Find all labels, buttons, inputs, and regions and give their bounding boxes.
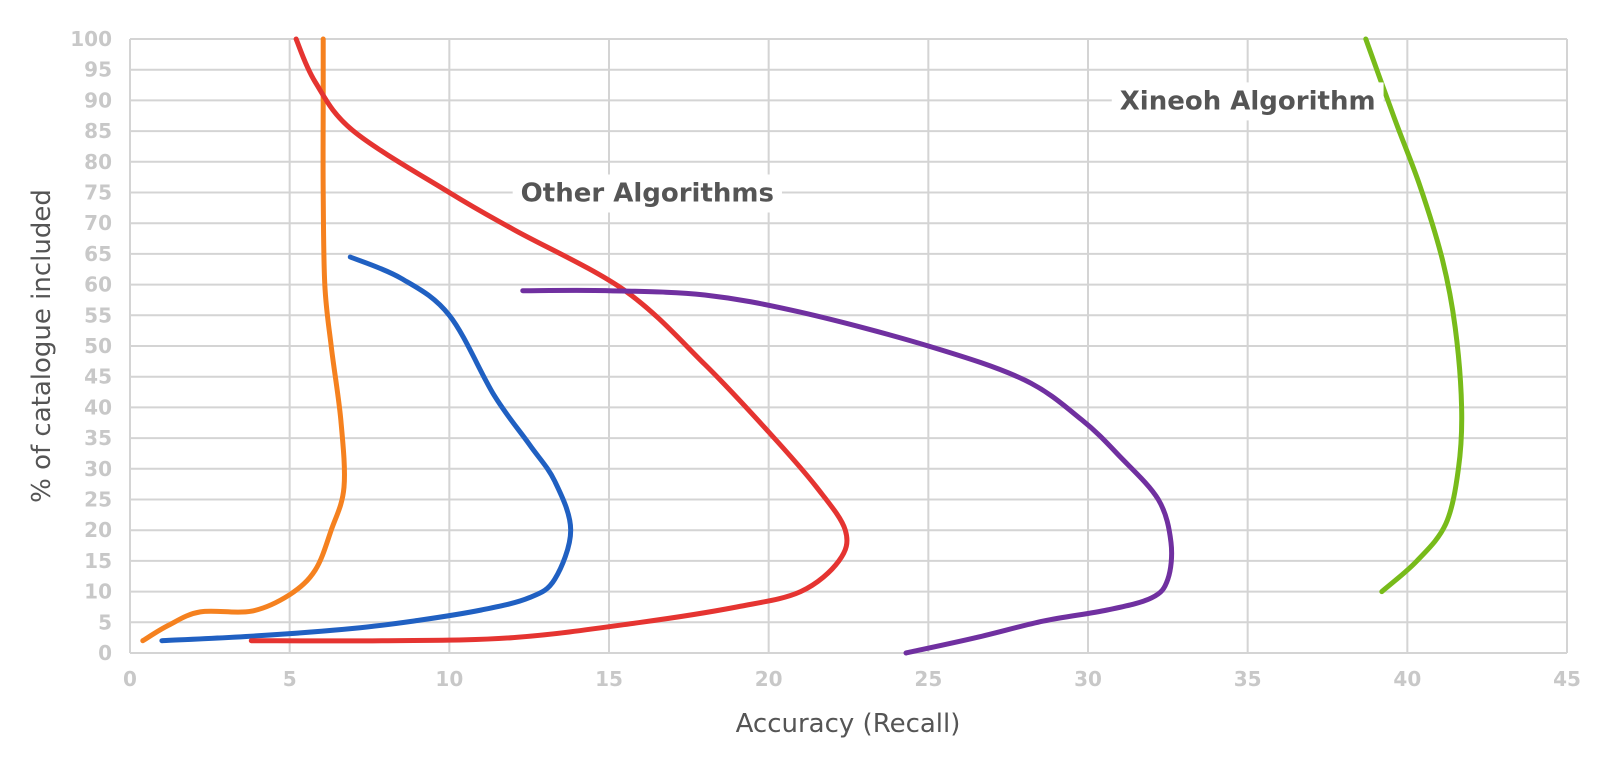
x-tick-label: 0 — [123, 667, 137, 691]
series-line-2 — [159, 254, 574, 644]
series-lines — [140, 36, 1465, 656]
x-tick-label: 25 — [914, 667, 942, 691]
annotation-background — [512, 174, 782, 213]
x-tick-label: 5 — [283, 667, 297, 691]
x-axis-title: Accuracy (Recall) — [736, 709, 961, 739]
y-tick-label: 75 — [84, 181, 112, 205]
y-tick-label: 35 — [84, 426, 112, 450]
y-tick-label: 0 — [98, 641, 112, 665]
x-tick-label: 35 — [1234, 667, 1262, 691]
x-axis-ticks: 0 5 10 15 20 25 30 35 40 45 — [123, 667, 1581, 691]
x-tick-label: 45 — [1553, 667, 1581, 691]
grid — [129, 38, 1568, 654]
x-tick-label: 40 — [1393, 667, 1421, 691]
y-tick-label: 20 — [84, 518, 112, 542]
series-line-1 — [140, 36, 347, 644]
annotation-background — [1111, 82, 1384, 121]
y-tick-label: 95 — [84, 58, 112, 82]
y-axis-title: % of catalogue included — [27, 189, 57, 503]
x-tick-label: 30 — [1074, 667, 1102, 691]
y-tick-label: 55 — [84, 303, 112, 327]
annotation-label: Other Algorithms — [521, 179, 774, 209]
y-tick-label: 15 — [84, 549, 112, 573]
x-tick-label: 15 — [595, 667, 623, 691]
x-tick-label: 10 — [435, 667, 463, 691]
y-tick-label: 30 — [84, 457, 112, 481]
y-tick-label: 45 — [84, 365, 112, 389]
series-line-3 — [248, 36, 850, 644]
y-tick-label: 25 — [84, 488, 112, 512]
series-line-4 — [520, 287, 1175, 656]
y-tick-label: 40 — [84, 395, 112, 419]
y-tick-label: 65 — [84, 242, 112, 266]
y-tick-label: 85 — [84, 119, 112, 143]
y-tick-label: 70 — [84, 211, 112, 235]
y-tick-label: 100 — [70, 27, 112, 51]
y-axis-ticks: 0 5 10 15 20 25 30 35 40 45 50 55 60 65 70 75 80 85 90 95 10… — [70, 27, 112, 665]
y-tick-label: 60 — [84, 273, 112, 297]
annotations: Other Algorithms Xineoh Algorithm — [512, 82, 1384, 213]
series-line-5 — [1363, 36, 1465, 595]
y-tick-label: 90 — [84, 88, 112, 112]
x-tick-label: 20 — [755, 667, 783, 691]
y-tick-label: 10 — [84, 580, 112, 604]
y-tick-label: 80 — [84, 150, 112, 174]
y-tick-label: 5 — [98, 610, 112, 634]
y-tick-label: 50 — [84, 334, 112, 358]
annotation-label: Xineoh Algorithm — [1120, 86, 1376, 116]
